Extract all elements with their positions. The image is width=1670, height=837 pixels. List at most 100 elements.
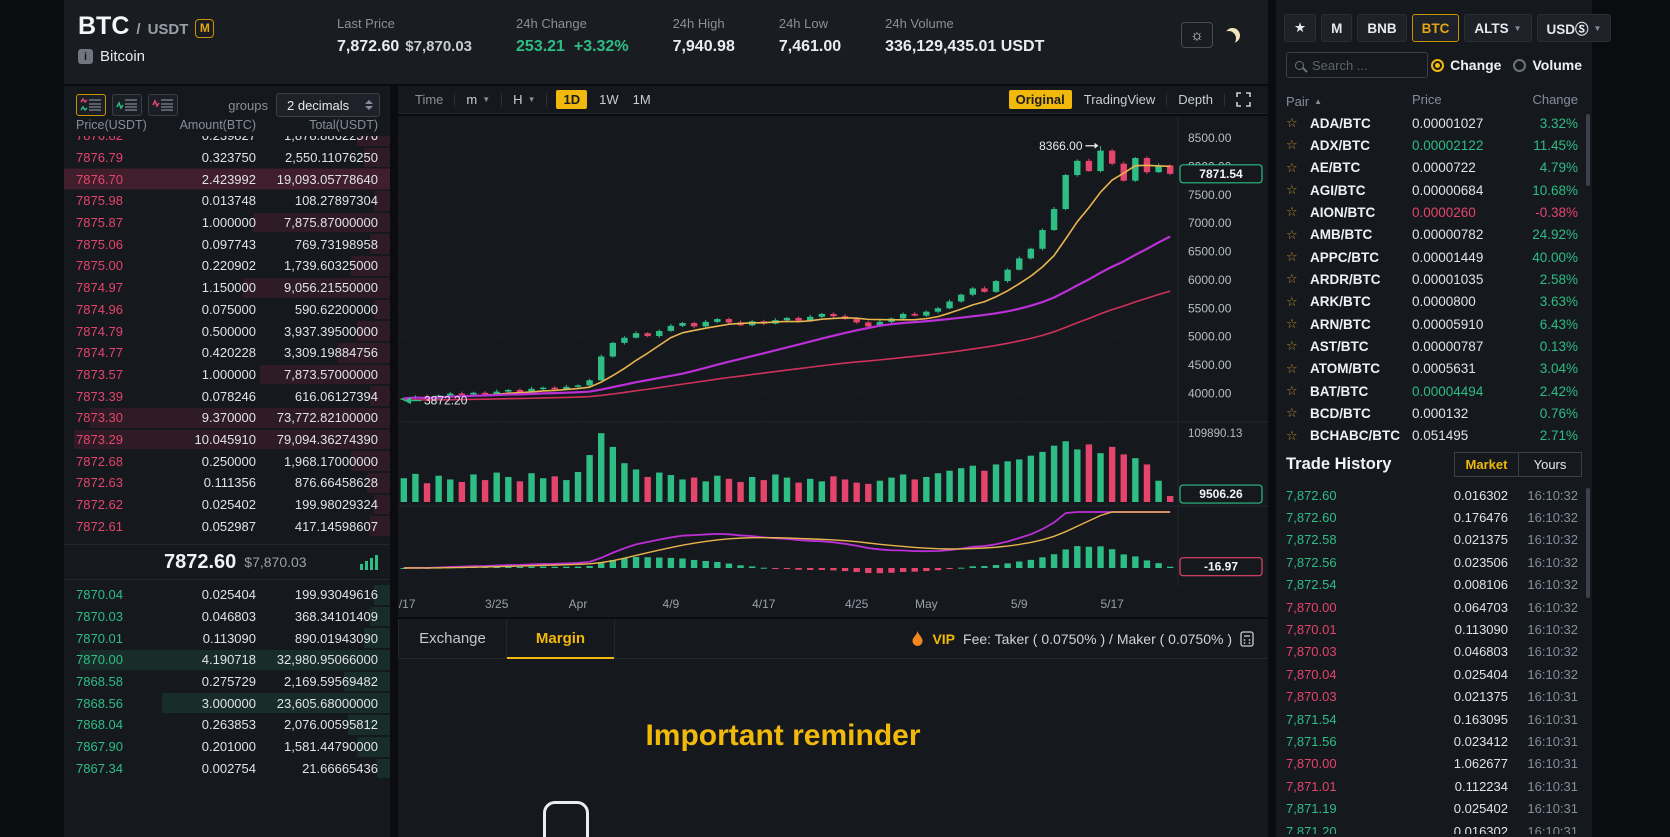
interval-hours[interactable]: H ▼ [513,92,536,107]
pair-name: ARK/BTC [1310,294,1371,310]
star-icon: ☆ [1286,293,1298,309]
view-original[interactable]: Original [1008,90,1072,109]
pair-price: 0.00005910 [1412,316,1484,332]
tab-bnb[interactable]: BNB [1357,14,1407,42]
col-pair[interactable]: Pair ▲ [1286,93,1323,109]
pair-row[interactable]: ☆ AGI/BTC 0.00000684 10.68% [1276,179,1584,201]
tab-usds[interactable]: USDⓈ ▼ [1536,14,1612,42]
tab-exchange[interactable]: Exchange [398,619,506,658]
search-input[interactable] [1310,56,1419,74]
pair-row[interactable]: ☆ AMB/BTC 0.00000782 24.92% [1276,224,1584,246]
ob-price: 7874.97 [76,280,123,296]
pair-row[interactable]: ☆ ADX/BTC 0.00002122 11.45% [1276,134,1584,156]
orderbook-row[interactable]: 7872.63 0.111356 876.66458628 [64,472,390,494]
pair-row[interactable]: ☆ ARDR/BTC 0.00001035 2.58% [1276,268,1584,290]
orderbook-row[interactable]: 7875.06 0.097743 769.73198958 [64,233,390,255]
orderbook-row[interactable]: 7874.79 0.500000 3,937.39500000 [64,320,390,342]
orderbook-row[interactable]: 7873.29 10.045910 79,094.36274390 [64,429,390,451]
orderbook-row[interactable]: 7872.61 0.052987 417.14598607 [64,515,390,537]
svg-text:3/25: 3/25 [485,597,509,611]
view-depth[interactable]: Depth [1178,92,1213,107]
orderbook-row[interactable]: 7867.90 0.201000 1,581.44790000 [64,736,390,758]
orderbook-row[interactable]: 7870.01 0.113090 890.01943090 [64,627,390,649]
orderbook-row[interactable]: 7876.70 2.423992 19,093.05778640 [64,168,390,191]
view-bids-icon[interactable] [112,94,142,116]
orderbook-row[interactable]: 7870.00 4.190718 32,980.95066000 [64,649,390,671]
orderbook-row[interactable]: 7867.34 0.002754 21.66665436 [64,758,390,780]
depth-bar [259,364,390,385]
pair-row[interactable]: ☆ APPC/BTC 0.00001449 40.00% [1276,246,1584,268]
pair-change: 3.04% [1539,361,1578,377]
candlestick-chart[interactable]: 3/17 3/25 Apr 4/9 4/17 4/25 May 5/9 5/17 8500.00 8… [392,116,1268,617]
view-tradingview[interactable]: TradingView [1083,92,1156,107]
depth-bar [161,693,390,714]
chevron-down-icon: ▼ [1513,23,1522,33]
sun-icon[interactable]: ☼ [1181,22,1213,48]
orderbook-row[interactable]: 7875.98 0.013748 108.27897304 [64,190,390,212]
depth-bar [347,715,390,735]
radio-volume[interactable]: Volume [1513,57,1582,73]
tab-btc[interactable]: BTC [1411,14,1460,42]
orderbook-row[interactable]: 7876.79 0.323750 2,550.11076250 [64,147,390,169]
fullscreen-icon[interactable] [1236,92,1251,107]
svg-text:7500.00: 7500.00 [1188,188,1232,202]
orderbook-row[interactable]: 7876.820.2398271,878.88622576 [64,136,390,147]
svg-text:109890.13: 109890.13 [1188,428,1242,440]
orderbook-row[interactable]: 7873.57 1.000000 7,873.57000000 [64,364,390,386]
pair-row[interactable]: ☆ BCHABC/BTC 0.051495 2.71% [1276,425,1584,447]
interval-1w[interactable]: 1W [599,92,619,107]
pair-row[interactable]: ☆ ATOM/BTC 0.0005631 3.04% [1276,358,1584,380]
pair-row[interactable]: ☆ AION/BTC 0.0000260 -0.38% [1276,201,1584,223]
orderbook-row[interactable]: 7868.58 0.275729 2,169.59569482 [64,671,390,693]
interval-minutes[interactable]: m ▼ [466,92,491,107]
trade-price: 7,871.54 [1286,711,1337,727]
orderbook-row[interactable]: 7870.03 0.046803 368.34101409 [64,606,390,628]
orderbook-row[interactable]: 7875.00 0.220902 1,739.60325000 [64,255,390,277]
trade-list-scrollbar[interactable] [1586,488,1590,598]
tab-your-trades[interactable]: Yours [1518,452,1582,477]
interval-1d[interactable]: 1D [556,90,588,109]
col-pair-change[interactable]: Change [1532,92,1578,107]
orderbook-row[interactable]: 7868.56 3.000000 23,605.68000000 [64,692,390,714]
view-asks-icon[interactable] [148,94,178,116]
orderbook-row[interactable]: 7874.77 0.420228 3,309.19884756 [64,342,390,364]
pair-change: 2.71% [1539,428,1578,444]
pair-change: 2.42% [1539,383,1578,399]
orderbook-row[interactable]: 7872.68 0.250000 1,968.17000000 [64,450,390,472]
orderbook-row[interactable]: 7875.87 1.000000 7,875.87000000 [64,212,390,234]
orderbook-row[interactable]: 7874.96 0.075000 590.62200000 [64,299,390,321]
pair-row[interactable]: ☆ ARK/BTC 0.0000800 3.63% [1276,291,1584,313]
orderbook-row[interactable]: 7870.04 0.025404 199.93049616 [64,584,390,606]
tab-margin-markets[interactable]: M [1321,14,1353,42]
orderbook-row[interactable]: 7873.30 9.370000 73,772.82100000 [64,407,390,429]
interval-1m[interactable]: 1M [632,92,651,107]
orderbook-row[interactable]: 7872.62 0.025402 199.98029324 [64,494,390,516]
svg-text:3/17: 3/17 [398,597,416,611]
tab-margin[interactable]: Margin [506,619,614,659]
depth-chart-icon[interactable] [360,554,378,570]
orderbook-row[interactable]: 7868.04 0.263853 2,076.00595812 [64,714,390,736]
tab-alts[interactable]: ALTS ▼ [1464,14,1532,42]
tab-market-trades[interactable]: Market [1454,452,1518,477]
pair-row[interactable]: ☆ AE/BTC 0.0000722 4.79% [1276,157,1584,179]
stat-24h-low: 24h Low 7,461.00 [778,16,842,55]
grouping-select[interactable]: 2 decimals [276,93,380,117]
depth-bar [64,169,390,190]
pair-row[interactable]: ☆ AST/BTC 0.00000787 0.13% [1276,335,1584,357]
info-icon[interactable]: i [78,49,93,64]
tab-favorites[interactable]: ★ [1284,14,1317,42]
pair-list-scrollbar[interactable] [1586,114,1590,186]
pair-row[interactable]: ☆ ADA/BTC 0.00001027 3.32% [1276,112,1584,134]
calculator-icon[interactable] [1240,630,1254,647]
depth-bar [357,736,390,757]
radio-change[interactable]: Change [1431,57,1501,73]
orderbook-row[interactable]: 7873.39 0.078246 616.06127394 [64,385,390,407]
moon-icon[interactable] [1225,28,1240,43]
pair-row[interactable]: ☆ BAT/BTC 0.00004494 2.42% [1276,380,1584,402]
pair-row[interactable]: ☆ BCD/BTC 0.000132 0.76% [1276,402,1584,424]
view-both-icon[interactable] [76,94,106,116]
orderbook-row[interactable]: 7874.97 1.150000 9,056.21550000 [64,277,390,299]
symbol-block: BTC / USDT M i Bitcoin [78,12,215,65]
pair-row[interactable]: ☆ ARN/BTC 0.00005910 6.43% [1276,313,1584,335]
col-pair-price[interactable]: Price [1412,92,1442,107]
